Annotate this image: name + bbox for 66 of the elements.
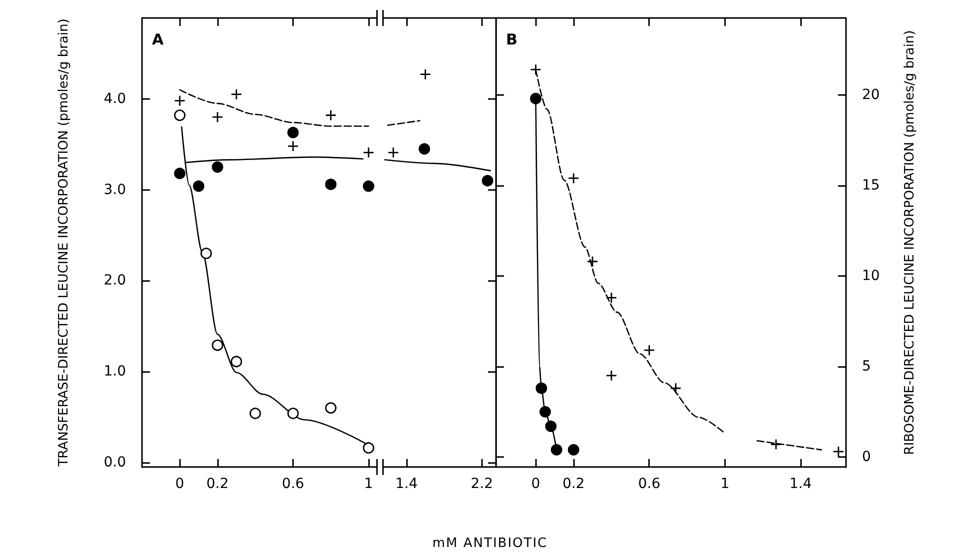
y-tick-label: 20 [862,86,880,103]
y-tick-label: 5 [862,358,871,375]
point [212,340,224,351]
point [670,382,682,394]
point [362,180,374,192]
x-tick-label: 0 [175,476,184,492]
y-tick-label: 10 [862,268,880,284]
point [212,161,224,173]
y-tick-label: 0 [862,449,871,466]
x-axis-title: mM ANTIBIOTIC [431,536,549,551]
annotation: A [152,30,164,48]
point [606,292,618,304]
point [250,408,261,420]
point [586,256,598,268]
y-axis-title: TRANSFERASE-DIRECTED LEUCINE INCORPORATION (pmoles/g brain) [56,18,72,468]
point [287,126,299,138]
point [644,344,655,356]
x-tick-label: 0.6 [282,476,304,492]
y-tick-label: 3.0 [104,182,126,198]
point [325,110,336,121]
x-tick-label: 1.4 [789,476,812,492]
point [362,146,374,158]
point [568,172,580,184]
point [325,178,336,190]
y-tick-label: 0.0 [104,454,126,470]
x-tick-label: 1 [364,476,374,492]
x-tick-label: 0.2 [562,476,585,492]
x-tick-label: 0.2 [206,476,229,492]
y-tick-label: 15 [862,177,880,194]
point [568,444,580,456]
point [192,180,204,192]
point [530,64,542,76]
point [325,402,336,414]
x-tick-label: 0.6 [638,476,660,492]
point [530,92,542,104]
point [482,174,494,186]
y-tick-label: 4.0 [104,90,126,107]
point [174,95,186,106]
point [418,143,430,155]
point [545,420,557,432]
point [230,88,242,100]
x-tick-label: 0 [531,476,540,492]
point [832,446,844,458]
point [770,438,782,450]
point [606,370,618,382]
point [230,356,242,368]
point [536,382,548,394]
point [174,168,186,180]
point [362,442,374,454]
point [212,111,224,123]
point [200,248,212,260]
x-tick-label: 1.4 [395,476,418,492]
point [174,110,186,121]
point [420,68,432,80]
point [287,408,299,420]
line-series [179,89,370,127]
x-tick-label: 1 [720,476,730,492]
annotation: B [506,30,518,48]
point [540,406,551,418]
y-tick-label: 2.0 [104,272,126,289]
point [388,146,400,158]
point [287,140,299,152]
y-axis-title: RIBOSOME-DIRECTED LEUCINE INCORPORATION (pmoles/g brain) [902,30,918,455]
point [550,444,562,456]
y-tick-label: 1.0 [104,364,126,380]
x-tick-label: 2.2 [470,476,493,492]
